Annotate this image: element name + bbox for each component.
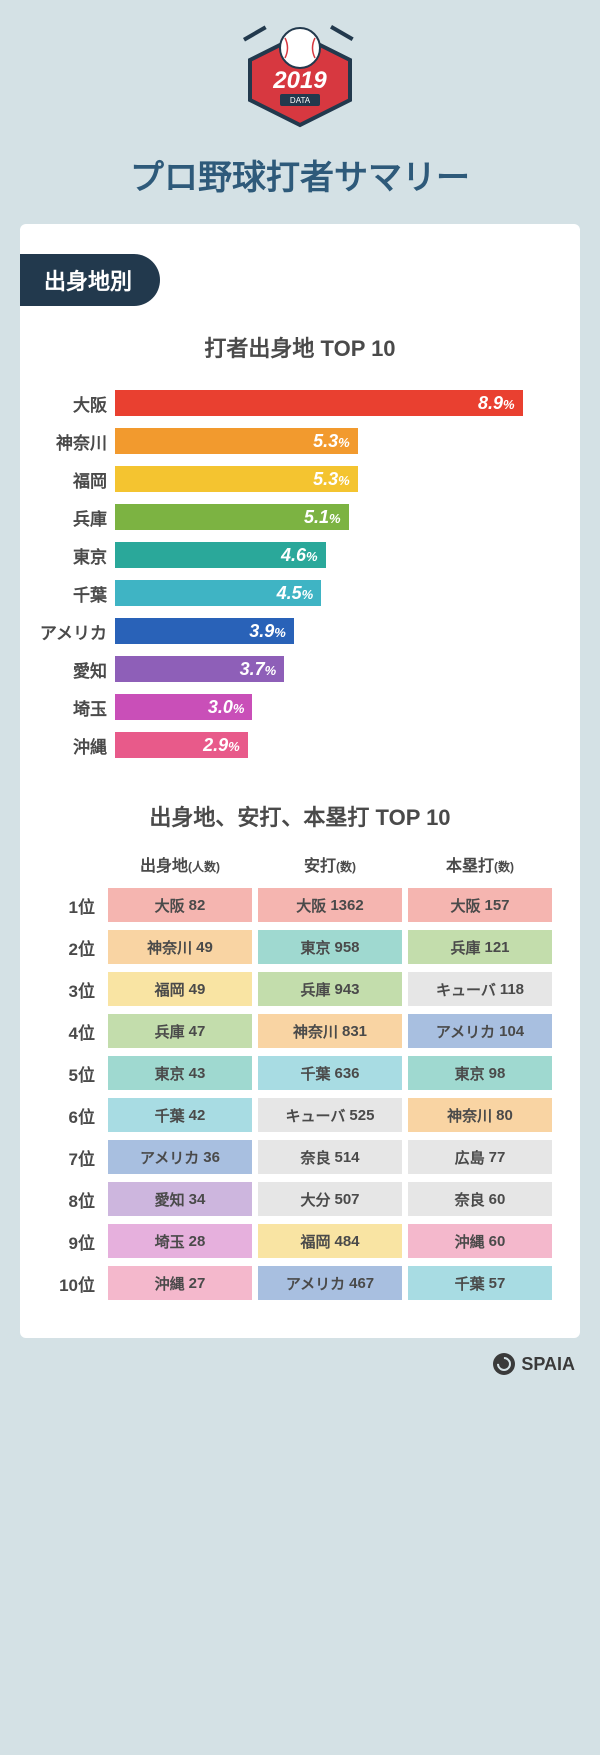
rank-label: 4位 — [45, 1019, 105, 1044]
bar-fill: 5.3% — [115, 466, 358, 492]
table-cell: 広島77 — [408, 1140, 552, 1174]
table-cell: 東京958 — [258, 930, 402, 964]
rank-label: 5位 — [45, 1061, 105, 1086]
table-cell: アメリカ104 — [408, 1014, 552, 1048]
rank-label: 8位 — [45, 1187, 105, 1212]
table-row: 5位東京43千葉636東京98 — [45, 1056, 555, 1090]
table-column-header: 安打(数) — [255, 852, 405, 876]
table-cell: 奈良60 — [408, 1182, 552, 1216]
chart-title: 打者出身地 TOP 10 — [20, 331, 580, 363]
table-cell: 奈良514 — [258, 1140, 402, 1174]
table-cell: 沖縄60 — [408, 1224, 552, 1258]
table-cell: 兵庫47 — [108, 1014, 252, 1048]
bar-row: 埼玉3.0% — [20, 692, 550, 722]
table-cell: キューバ118 — [408, 972, 552, 1006]
table-row: 10位沖縄27アメリカ467千葉57 — [45, 1266, 555, 1300]
table-cell: 大分507 — [258, 1182, 402, 1216]
bar-row: 千葉4.5% — [20, 578, 550, 608]
bar-fill: 8.9% — [115, 390, 523, 416]
table-title: 出身地、安打、本塁打 TOP 10 — [20, 800, 580, 832]
svg-text:2019: 2019 — [272, 67, 327, 94]
table-cell: 千葉42 — [108, 1098, 252, 1132]
bar-fill: 2.9% — [115, 732, 248, 758]
rank-label: 9位 — [45, 1229, 105, 1254]
table-cell: キューバ525 — [258, 1098, 402, 1132]
rank-label: 2位 — [45, 935, 105, 960]
bar-row: 東京4.6% — [20, 540, 550, 570]
bar-fill: 5.3% — [115, 428, 358, 454]
bar-chart: 大阪8.9%神奈川5.3%福岡5.3%兵庫5.1%東京4.6%千葉4.5%アメリ… — [20, 388, 580, 760]
table-row: 3位福岡49兵庫943キューバ118 — [45, 972, 555, 1006]
bar-label: 神奈川 — [20, 429, 115, 454]
table-cell: 千葉636 — [258, 1056, 402, 1090]
bar-fill: 3.9% — [115, 618, 294, 644]
table-cell: 千葉57 — [408, 1266, 552, 1300]
table-row: 8位愛知34大分507奈良60 — [45, 1182, 555, 1216]
bar-row: 兵庫5.1% — [20, 502, 550, 532]
bar-fill: 4.5% — [115, 580, 321, 606]
bar-label: 兵庫 — [20, 505, 115, 530]
year-badge: 2019 DATA — [235, 20, 365, 130]
bar-label: 沖縄 — [20, 733, 115, 758]
table-cell: 福岡484 — [258, 1224, 402, 1258]
table-cell: 沖縄27 — [108, 1266, 252, 1300]
spaia-logo-icon — [493, 1353, 515, 1375]
table-row: 2位神奈川49東京958兵庫121 — [45, 930, 555, 964]
bar-row: 大阪8.9% — [20, 388, 550, 418]
rank-label: 1位 — [45, 893, 105, 918]
table-column-header: 出身地(人数) — [105, 852, 255, 876]
table-row: 4位兵庫47神奈川831アメリカ104 — [45, 1014, 555, 1048]
footer: SPAIA — [0, 1338, 600, 1380]
table-cell: 大阪157 — [408, 888, 552, 922]
table-row: 7位アメリカ36奈良514広島77 — [45, 1140, 555, 1174]
table-cell: 埼玉28 — [108, 1224, 252, 1258]
bar-row: 福岡5.3% — [20, 464, 550, 494]
bar-label: 千葉 — [20, 581, 115, 606]
table-cell: 兵庫943 — [258, 972, 402, 1006]
bar-fill: 5.1% — [115, 504, 349, 530]
table-cell: 神奈川80 — [408, 1098, 552, 1132]
table-cell: アメリカ36 — [108, 1140, 252, 1174]
table-cell: 神奈川49 — [108, 930, 252, 964]
bar-fill: 3.0% — [115, 694, 252, 720]
table-row: 6位千葉42キューバ525神奈川80 — [45, 1098, 555, 1132]
section-tag: 出身地別 — [20, 254, 160, 306]
table-row: 1位大阪82大阪1362大阪157 — [45, 888, 555, 922]
bar-fill: 4.6% — [115, 542, 326, 568]
page-title: プロ野球打者サマリー — [0, 150, 600, 199]
table-cell: 東京43 — [108, 1056, 252, 1090]
bar-label: 愛知 — [20, 657, 115, 682]
content-card: 出身地別 打者出身地 TOP 10 大阪8.9%神奈川5.3%福岡5.3%兵庫5… — [20, 224, 580, 1338]
bar-fill: 3.7% — [115, 656, 284, 682]
bar-row: 愛知3.7% — [20, 654, 550, 684]
bar-label: 大阪 — [20, 391, 115, 416]
table-cell: アメリカ467 — [258, 1266, 402, 1300]
bar-row: 神奈川5.3% — [20, 426, 550, 456]
rank-label: 7位 — [45, 1145, 105, 1170]
table-column-header: 本塁打(数) — [405, 852, 555, 876]
table-cell: 東京98 — [408, 1056, 552, 1090]
bar-label: 東京 — [20, 543, 115, 568]
rank-label: 10位 — [45, 1271, 105, 1296]
table-cell: 大阪82 — [108, 888, 252, 922]
table-cell: 大阪1362 — [258, 888, 402, 922]
bar-label: 埼玉 — [20, 695, 115, 720]
table-cell: 兵庫121 — [408, 930, 552, 964]
bar-row: 沖縄2.9% — [20, 730, 550, 760]
table-row: 9位埼玉28福岡484沖縄60 — [45, 1224, 555, 1258]
rank-label: 3位 — [45, 977, 105, 1002]
footer-brand: SPAIA — [521, 1354, 575, 1375]
bar-label: アメリカ — [20, 619, 115, 644]
ranking-table: 出身地(人数)安打(数)本塁打(数) 1位大阪82大阪1362大阪1572位神奈… — [20, 852, 580, 1300]
table-cell: 福岡49 — [108, 972, 252, 1006]
rank-label: 6位 — [45, 1103, 105, 1128]
bar-row: アメリカ3.9% — [20, 616, 550, 646]
table-cell: 愛知34 — [108, 1182, 252, 1216]
svg-text:DATA: DATA — [290, 96, 311, 105]
table-cell: 神奈川831 — [258, 1014, 402, 1048]
bar-label: 福岡 — [20, 467, 115, 492]
